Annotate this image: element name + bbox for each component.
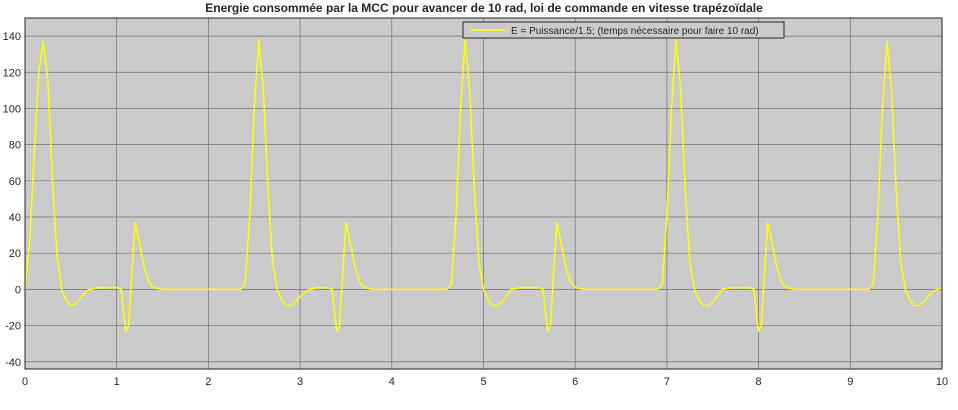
y-tick-label: 140 — [3, 31, 21, 43]
chart-title: Energie consommée par la MCC pour avance… — [205, 1, 763, 15]
y-tick-label: 0 — [15, 284, 21, 296]
x-tick-label: 4 — [389, 376, 395, 388]
x-tick-label: 6 — [572, 376, 578, 388]
x-tick-label: 8 — [756, 376, 762, 388]
x-tick-label: 2 — [205, 376, 211, 388]
legend[interactable]: E = Puissance/1.5; (temps nécessaire pou… — [462, 21, 785, 39]
x-tick-label: 10 — [936, 376, 948, 388]
y-tick-label: 20 — [9, 248, 21, 260]
y-tick-label: 40 — [9, 212, 21, 224]
y-tick-labels: -40 -20 0 20 40 60 80 100 120 140 — [3, 31, 21, 369]
y-tick-label: -40 — [5, 357, 21, 369]
x-tick-label: 7 — [664, 376, 670, 388]
y-tick-label: -20 — [5, 321, 21, 333]
x-tick-label: 5 — [480, 376, 486, 388]
series-group — [24, 38, 943, 332]
plot-border — [24, 17, 943, 370]
x-tick-label: 0 — [22, 376, 28, 388]
series-line — [24, 38, 943, 332]
x-tick-label: 9 — [847, 376, 853, 388]
x-tick-labels: 0 1 2 3 4 5 6 7 8 9 10 — [22, 376, 948, 388]
y-tick-label: 80 — [9, 140, 21, 152]
x-tick-label: 3 — [297, 376, 303, 388]
y-tick-label: 120 — [3, 67, 21, 79]
y-tick-label: 60 — [9, 176, 21, 188]
x-tick-label: 1 — [114, 376, 120, 388]
legend-box — [462, 21, 785, 39]
y-tick-label: 100 — [3, 103, 21, 115]
legend-label: E = Puissance/1.5; (temps nécessaire pou… — [511, 26, 759, 37]
